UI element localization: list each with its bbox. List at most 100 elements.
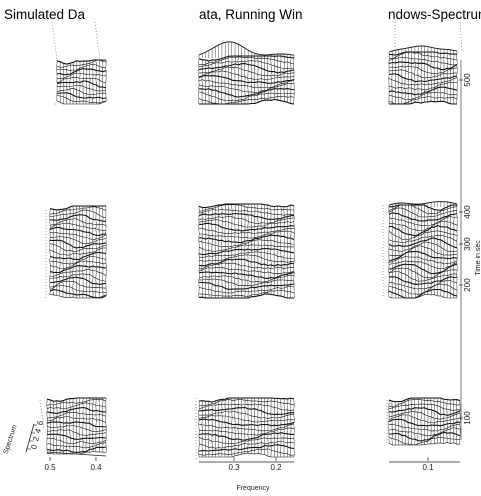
surface-column-line [49, 208, 51, 295]
surface-row-line [198, 75, 295, 84]
title-fragment-right: ndows-Spectrum [388, 7, 481, 22]
y-axis: 100 200 300 400 500 Time in sec [459, 60, 481, 440]
surface-tile [388, 45, 458, 105]
x-tick-label: 0.4 [90, 463, 102, 472]
surface-tile [388, 201, 458, 299]
surface-column-line [72, 62, 74, 105]
surface-column-line [234, 397, 236, 456]
surface-row-line [198, 398, 295, 407]
surface-column-line [388, 206, 390, 297]
surface-column-line [244, 203, 246, 299]
y-tick-label: 200 [463, 278, 472, 292]
surface-column-line [430, 397, 432, 444]
surface-row-line [388, 224, 458, 237]
box-edge-dotted [39, 399, 45, 431]
z-axis-label: Spectrum [3, 424, 19, 455]
surface-row-line [198, 234, 295, 244]
surface-column-line [420, 51, 423, 104]
surface-column-line [82, 205, 84, 298]
surface-column-line [453, 205, 455, 299]
surface-row-line [49, 236, 107, 245]
surface-row-line [388, 294, 457, 299]
z-tick-label: 4 [33, 427, 43, 435]
surface-column-line [224, 399, 226, 458]
surface-column-line [208, 401, 210, 458]
surface-row-line [198, 55, 295, 62]
surface-column-line [401, 53, 403, 105]
surface-column-line [398, 54, 400, 105]
title-fragment-middle: ata, Running Win [199, 7, 303, 22]
surface-column-line [244, 397, 246, 454]
surface-column-line [82, 397, 84, 454]
surface-column-line [391, 206, 393, 299]
surface-column-line [267, 205, 269, 295]
surface-row-line [388, 280, 458, 290]
surface-column-line [260, 55, 262, 102]
surface-column-line [394, 55, 397, 105]
surface-row-line [389, 100, 457, 105]
x-tick-label: 0.2 [270, 463, 282, 472]
surface-column-line [204, 59, 207, 105]
surface-column-line [254, 203, 256, 297]
surface-column-line [218, 59, 220, 105]
surface-row-line [49, 273, 107, 282]
surface-column-line [433, 51, 435, 102]
surface-row-line [388, 398, 461, 407]
surface-column-line [273, 206, 275, 295]
surface-row-line [198, 60, 295, 70]
surface-column-line [56, 60, 58, 101]
surface-row-line [198, 67, 295, 77]
surface-row-line [388, 263, 458, 275]
surface-column-line [72, 398, 74, 455]
surface-row-line [49, 276, 107, 285]
surface-row-line [199, 406, 295, 416]
surface-row-line [198, 203, 295, 209]
surface-column-line [263, 204, 266, 294]
surface-row-line [49, 280, 107, 289]
surface-column-line [46, 399, 48, 454]
surface-column-line [411, 397, 413, 446]
surface-column-line [95, 60, 97, 104]
surface-row-line [198, 436, 294, 445]
surface-column-line [204, 401, 207, 458]
surface-column-line [72, 205, 74, 298]
surface-row-line [49, 285, 107, 293]
surface-column-line [446, 207, 448, 299]
surface-row-line [388, 250, 458, 262]
surface-column-line [411, 52, 413, 104]
surface-column-line [52, 401, 55, 455]
surface-row-line [56, 100, 107, 105]
surface-column-line [446, 53, 448, 103]
surface-column-line [407, 51, 409, 104]
surface-column-line [398, 204, 400, 299]
z-tick-label: 6 [35, 419, 45, 427]
surface-column-line [276, 205, 279, 296]
surface-column-line [388, 399, 390, 444]
x-axis-line-left [46, 451, 107, 457]
surface-row-line [199, 452, 294, 458]
surface-column-line [98, 397, 101, 452]
surface-column-line [286, 206, 289, 299]
surface-row-line [49, 289, 107, 299]
surface-ridge-line [198, 41, 295, 56]
surface-column-line [227, 397, 230, 458]
surface-row-line [49, 226, 107, 237]
surface-row-line [388, 256, 458, 265]
surface-column-line [459, 400, 461, 445]
surface-column-line [231, 56, 233, 105]
surface-column-line [59, 61, 61, 103]
x-axis-label: Frequency [236, 485, 270, 492]
surface-column-line [420, 204, 423, 297]
surface-column-line [283, 56, 285, 102]
surface-row-line [388, 212, 458, 222]
surface-column-line [240, 56, 243, 105]
surface-column-line [218, 204, 220, 299]
surface-tile [46, 397, 107, 455]
surface-column-line [254, 398, 256, 454]
z-tick-label: 2 [31, 435, 41, 443]
surface-column-line [62, 63, 65, 104]
surface-row-line [49, 218, 107, 226]
surface-column-line [436, 52, 439, 102]
